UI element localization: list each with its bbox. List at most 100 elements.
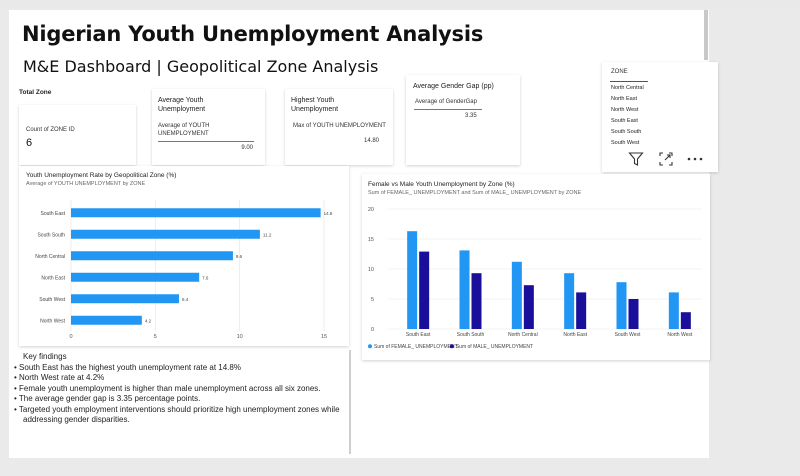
column-chart-category-label: North West — [667, 332, 693, 338]
bar-chart-plot: 0 5 10 15 South East 14.8 South South 11.2 North… — [35, 200, 333, 340]
bar-chart-title: Youth Unemployment Rate by Geopolitical … — [26, 172, 177, 179]
bar-chart-x-tick: 0 — [69, 334, 72, 340]
zone-slicer-item[interactable]: North West — [611, 107, 639, 113]
highest-youth-card[interactable]: Highest Youth Unemployment Max of YOUTH U… — [285, 89, 393, 165]
bar-chart-data-label: 9.6 — [236, 254, 243, 259]
column-chart-bar — [523, 285, 534, 329]
bar-chart-data-label: 7.6 — [202, 275, 209, 280]
gender-gap-sublabel: Average of GenderGap — [415, 99, 477, 105]
gender-gap-value: 3.35 — [465, 113, 477, 119]
zone-slicer-header: ZONE — [611, 69, 628, 75]
column-chart-category-label: North Central — [508, 332, 538, 338]
focus-mode-icon[interactable] — [658, 151, 674, 172]
gender-gap-card[interactable]: Average Gender Gap (pp) Average of Gende… — [406, 75, 520, 165]
column-chart-y-tick: 20 — [368, 207, 374, 213]
column-chart-bar — [668, 292, 679, 329]
zone-slicer-divider — [610, 81, 648, 82]
bar-chart-category-label: North Central — [35, 254, 65, 260]
column-chart-y-tick: 15 — [368, 237, 374, 243]
highest-youth-title: Highest Youth Unemployment — [291, 97, 339, 113]
zone-slicer-item[interactable]: North East — [611, 96, 637, 102]
total-zone-card[interactable]: Count of ZONE ID 6 — [19, 105, 136, 165]
bar-chart-category-label: South East — [41, 211, 66, 217]
bar-chart-x-tick: 5 — [154, 334, 157, 340]
zone-slicer-list: North Central North East North West South E… — [611, 83, 644, 149]
column-chart-category-label: South West — [615, 332, 641, 338]
avg-youth-divider — [158, 141, 254, 142]
finding-item: • North West rate at 4.2% — [14, 373, 105, 382]
avg-youth-title: Average Youth Unemployment — [158, 97, 206, 113]
zone-slicer-item[interactable]: South South — [611, 129, 642, 135]
column-chart-bar — [511, 261, 522, 329]
avg-youth-value: 9.00 — [241, 145, 253, 151]
highest-youth-value: 14.80 — [363, 138, 379, 144]
bar-chart-data-label: 6.4 — [182, 297, 189, 302]
highest-youth-sublabel: Max of YOUTH UNEMPLOYMENT — [293, 123, 386, 129]
column-chart-category-label: South East — [406, 332, 431, 338]
youth-unemployment-bar-chart[interactable]: Youth Unemployment Rate by Geopolitical … — [19, 166, 349, 346]
column-chart-category-label: North East — [563, 332, 587, 338]
bar-chart-category-label: South South — [37, 232, 65, 238]
filter-icon[interactable] — [628, 151, 644, 172]
page-subtitle: M&E Dashboard | Geopolitical Zone Analys… — [23, 57, 379, 76]
total-zone-sublabel: Count of ZONE ID — [26, 127, 75, 133]
column-chart-subtitle: Sum of FEMALE_ UNEMPLOYMENT and Sum of M… — [368, 190, 582, 196]
bar-chart-data-label: 11.2 — [263, 232, 272, 237]
findings-divider — [349, 350, 351, 454]
total-zone-label: Total Zone — [19, 89, 52, 96]
zone-slicer-item[interactable]: North Central — [611, 85, 644, 91]
more-options-icon[interactable] — [686, 151, 704, 172]
bar-chart-category-label: South West — [39, 297, 65, 303]
gender-unemployment-column-chart[interactable]: Female vs Male Youth Unemployment by Zon… — [362, 174, 710, 360]
bar-chart-bar — [71, 294, 179, 304]
column-chart-legend-label: Sum of FEMALE_ UNEMPLOYMENT — [374, 344, 458, 350]
avg-youth-sublabel: Average of YOUTH UNEMPLOYMENT — [158, 123, 210, 137]
finding-item: • Targeted youth employment intervention… — [14, 404, 340, 425]
column-chart-bar — [419, 251, 430, 329]
column-chart-y-tick: 5 — [371, 297, 374, 303]
column-chart-bar — [459, 250, 470, 329]
column-chart-bar — [628, 299, 639, 329]
key-findings-heading: Key findings — [23, 352, 67, 361]
column-chart-bar — [564, 273, 575, 329]
bar-chart-data-label: 4.2 — [145, 318, 152, 323]
bar-chart-data-label: 14.8 — [324, 211, 333, 216]
total-zone-value: 6 — [26, 137, 33, 149]
column-chart-bar — [616, 282, 627, 329]
column-chart-y-tick: 0 — [371, 327, 374, 333]
column-chart-bar — [471, 273, 482, 329]
finding-item: • Female youth unemployment is higher th… — [14, 383, 321, 393]
column-chart-legend-label: Sum of MALE_ UNEMPLOYMENT — [456, 344, 533, 350]
zone-slicer-item[interactable]: South West — [611, 140, 640, 146]
page-title: Nigerian Youth Unemployment Analysis — [22, 22, 484, 46]
column-chart-legend-marker — [368, 344, 372, 349]
bar-chart-category-label: North West — [40, 318, 66, 324]
bar-chart-bar — [71, 208, 321, 218]
gender-gap-divider — [414, 109, 482, 110]
zone-slicer-item[interactable]: South East — [611, 118, 638, 124]
column-chart-bar — [680, 312, 691, 329]
column-chart-bar — [576, 292, 587, 329]
avg-youth-card[interactable]: Average Youth Unemployment Average of YOU… — [152, 89, 265, 165]
column-chart-category-label: South South — [457, 332, 485, 338]
visual-header-toolbar — [628, 151, 714, 167]
column-chart-bar — [407, 231, 418, 329]
bar-chart-bar — [71, 229, 260, 239]
key-findings-list: • South East has the highest youth unemp… — [14, 363, 344, 426]
bar-chart-bar — [71, 315, 142, 325]
bar-chart-subtitle: Average of YOUTH UNEMPLOYMENT by ZONE — [26, 181, 146, 187]
bar-chart-bar — [71, 272, 200, 282]
bar-chart-x-tick: 10 — [237, 334, 243, 340]
column-chart-title: Female vs Male Youth Unemployment by Zon… — [368, 181, 515, 188]
column-chart-plot: 0 5 10 15 20 South East South South North Centr… — [368, 207, 702, 350]
bar-chart-category-label: North East — [41, 275, 65, 281]
key-findings: Key findings • South East has the highes… — [14, 352, 344, 426]
column-chart-legend-marker — [449, 344, 454, 349]
vertical-scrollbar[interactable] — [704, 10, 708, 60]
bar-chart-x-tick: 15 — [321, 334, 327, 340]
gender-gap-title: Average Gender Gap (pp) — [413, 83, 494, 90]
finding-item: • The average gender gap is 3.35 percent… — [14, 394, 201, 403]
column-chart-y-tick: 10 — [368, 267, 374, 273]
bar-chart-bar — [71, 251, 233, 261]
finding-item: • South East has the highest youth unemp… — [14, 362, 241, 372]
